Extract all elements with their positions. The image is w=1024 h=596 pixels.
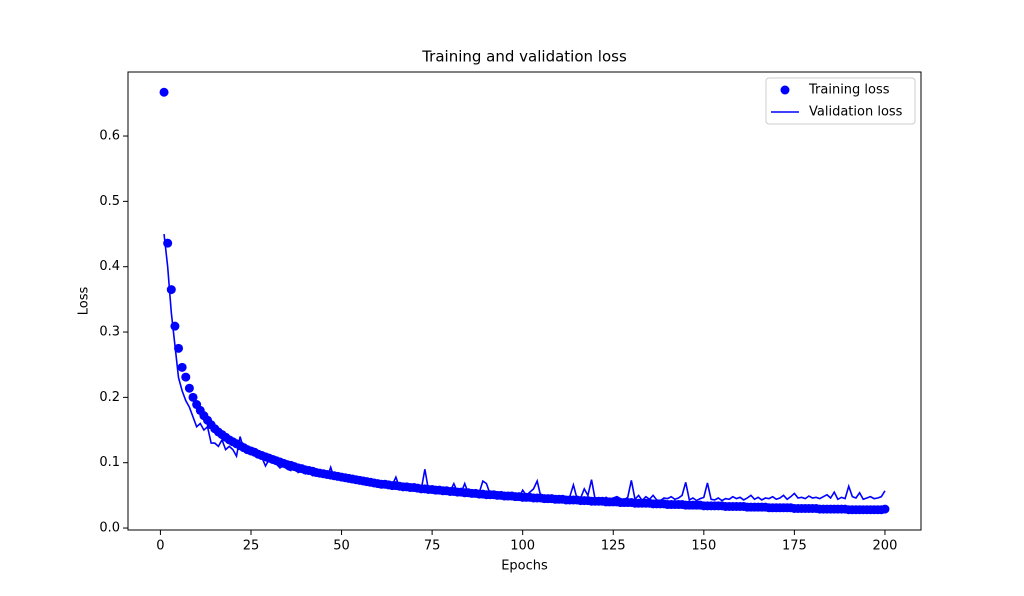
- x-tick-label: 150: [691, 539, 716, 554]
- x-tick-label: 25: [243, 539, 260, 554]
- data-point: [177, 362, 187, 372]
- data-line: [163, 233, 886, 502]
- x-tick-label: 175: [782, 539, 807, 554]
- legend-marker: [780, 85, 790, 95]
- plot-frame: [127, 71, 922, 531]
- y-axis-label: Loss: [77, 287, 92, 316]
- data-point: [181, 372, 191, 382]
- data-point: [166, 285, 176, 295]
- chart-title: Training and validation loss: [421, 48, 627, 66]
- data-point: [184, 383, 194, 393]
- y-tick-label: 0.0: [99, 521, 120, 536]
- y-tick-label: 0.3: [99, 325, 120, 340]
- y-tick-label: 0.4: [99, 259, 120, 274]
- x-tick-label: 0: [156, 539, 164, 554]
- x-tick-label: 100: [510, 539, 535, 554]
- y-tick-label: 0.2: [99, 390, 120, 405]
- x-tick-label: 125: [601, 539, 626, 554]
- legend-box: [765, 77, 916, 125]
- data-point: [159, 87, 169, 97]
- x-axis-label: Epochs: [501, 559, 548, 574]
- data-point: [188, 392, 198, 402]
- legend-label: Training loss: [808, 83, 890, 98]
- legend-label: Validation loss: [809, 105, 903, 120]
- y-tick-label: 0.5: [99, 194, 120, 209]
- y-tick-label: 0.1: [99, 455, 120, 470]
- x-tick-label: 50: [333, 539, 350, 554]
- x-tick-label: 200: [873, 539, 898, 554]
- x-tick-label: 75: [424, 539, 441, 554]
- y-tick-label: 0.6: [99, 129, 120, 144]
- data-point: [880, 504, 890, 514]
